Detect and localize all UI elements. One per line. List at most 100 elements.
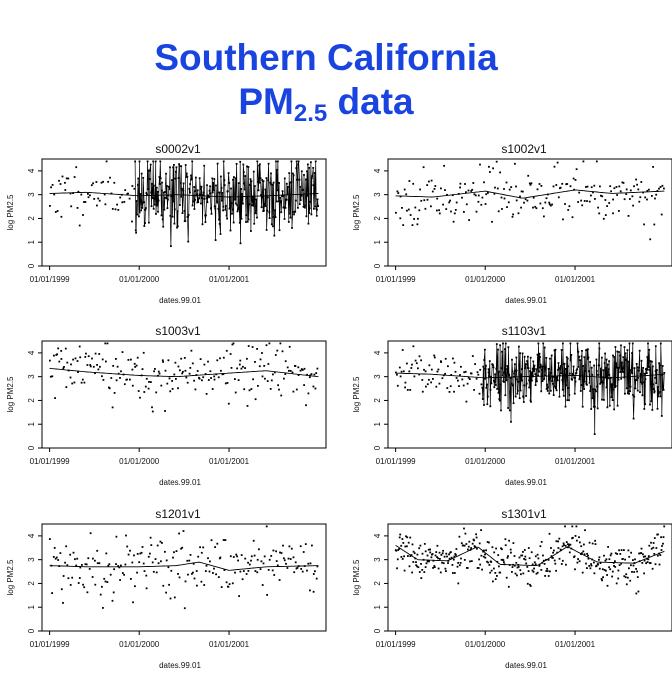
data-point xyxy=(210,377,212,379)
data-point xyxy=(119,377,121,379)
data-point xyxy=(653,223,656,226)
data-point xyxy=(218,218,220,221)
data-point xyxy=(637,188,640,191)
data-point xyxy=(143,570,146,572)
data-point xyxy=(314,387,317,390)
data-point xyxy=(124,563,127,566)
data-point xyxy=(538,352,541,355)
data-point xyxy=(595,390,597,393)
data-point xyxy=(463,211,465,213)
data-point xyxy=(267,162,270,165)
data-point xyxy=(455,377,458,379)
x-tick-label: 01/01/2001 xyxy=(209,640,250,649)
data-point xyxy=(281,350,284,353)
data-point xyxy=(652,546,655,549)
data-point xyxy=(579,359,582,362)
data-point xyxy=(184,220,187,222)
data-point xyxy=(87,193,89,195)
data-point xyxy=(487,192,489,194)
data-point xyxy=(307,222,310,225)
data-point xyxy=(467,376,470,379)
data-point xyxy=(555,387,557,390)
data-point xyxy=(214,546,216,548)
data-point xyxy=(198,377,201,380)
data-point xyxy=(574,179,577,181)
data-point xyxy=(603,554,605,557)
y-tick-label: 0 xyxy=(373,445,382,450)
data-point xyxy=(184,369,187,372)
data-point xyxy=(583,553,586,556)
data-point xyxy=(274,216,277,218)
data-point xyxy=(500,558,503,561)
data-point xyxy=(286,366,289,369)
data-point xyxy=(104,342,107,345)
data-point xyxy=(277,384,279,387)
data-point xyxy=(262,562,265,565)
data-point xyxy=(195,570,198,572)
data-point xyxy=(256,348,258,350)
data-point xyxy=(418,547,421,550)
data-point xyxy=(589,390,592,392)
data-point xyxy=(189,191,191,194)
data-point xyxy=(631,342,634,345)
data-point xyxy=(623,575,626,578)
data-point xyxy=(295,160,298,163)
data-point xyxy=(438,382,441,385)
title-pm-subscript: 2.5 xyxy=(293,100,328,127)
data-point xyxy=(590,366,593,369)
data-point xyxy=(265,344,268,347)
y-tick-label: 2 xyxy=(27,398,36,403)
data-point xyxy=(547,386,549,389)
data-point xyxy=(117,209,120,211)
data-point xyxy=(211,191,214,194)
data-point xyxy=(497,554,500,556)
data-point xyxy=(547,575,550,577)
data-point xyxy=(146,160,149,163)
data-point xyxy=(145,207,147,209)
data-point xyxy=(455,554,457,556)
data-point xyxy=(236,210,239,213)
data-point xyxy=(86,591,89,594)
x-tick-label: 01/01/2001 xyxy=(555,457,596,466)
data-point xyxy=(545,357,548,359)
data-point xyxy=(271,569,274,572)
data-point xyxy=(229,555,232,558)
data-point xyxy=(509,548,512,551)
data-point xyxy=(173,222,176,225)
data-point xyxy=(475,536,478,539)
data-point xyxy=(314,160,317,163)
data-point xyxy=(639,391,641,393)
data-point xyxy=(516,392,519,395)
data-point xyxy=(266,594,268,596)
data-point xyxy=(496,575,498,577)
data-point xyxy=(555,569,557,572)
data-point xyxy=(468,378,471,380)
data-point xyxy=(209,370,212,373)
data-point xyxy=(629,579,632,582)
data-point xyxy=(486,395,489,398)
data-point xyxy=(244,175,247,177)
data-point xyxy=(601,356,603,359)
data-point xyxy=(196,189,199,192)
data-point xyxy=(102,379,105,381)
data-point xyxy=(646,368,649,371)
data-point xyxy=(261,179,264,181)
data-point xyxy=(204,221,207,223)
data-point xyxy=(513,555,516,557)
data-point xyxy=(571,216,574,219)
data-point xyxy=(633,367,636,369)
data-point xyxy=(79,566,82,569)
data-point xyxy=(172,200,175,203)
data-point xyxy=(144,208,147,211)
data-point xyxy=(279,342,282,345)
data-point xyxy=(488,360,491,362)
data-point xyxy=(116,203,118,206)
data-point xyxy=(264,377,266,380)
data-point xyxy=(614,560,616,563)
data-point xyxy=(558,395,561,398)
data-point xyxy=(546,570,549,572)
data-point xyxy=(401,538,404,540)
data-point xyxy=(60,358,63,360)
data-point xyxy=(242,171,245,173)
data-point xyxy=(433,188,436,190)
